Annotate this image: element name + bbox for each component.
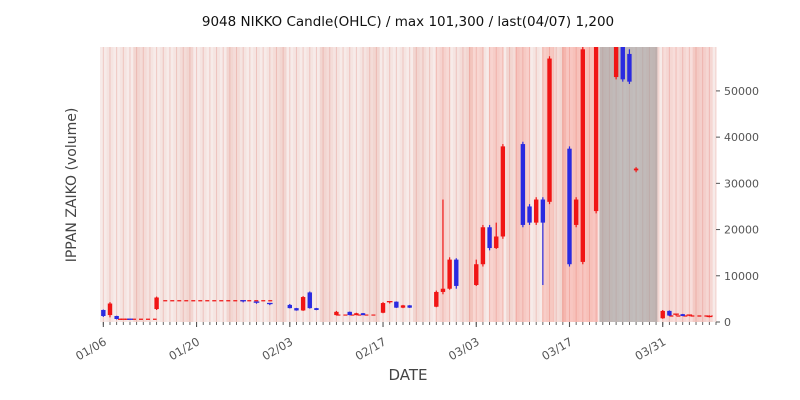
candle-body (527, 206, 532, 223)
candle-body (533, 199, 539, 223)
candle-body (633, 168, 639, 171)
candle-body (627, 53, 632, 82)
candle-body (494, 236, 499, 249)
x-tick-label: 02/03 (260, 334, 296, 363)
candle-body (480, 227, 486, 265)
x-tick-label: 03/03 (446, 334, 482, 363)
y-tick-label: 40000 (724, 131, 759, 144)
candles (101, 47, 713, 320)
candle-body (314, 308, 319, 310)
candle-body (154, 297, 159, 310)
candle-body (307, 292, 312, 309)
x-tick-label: 03/31 (633, 334, 669, 363)
candle-body (400, 305, 406, 308)
highlight-bands (435, 47, 713, 322)
candle-body (660, 310, 665, 319)
y-axis-ticks: 0 10000 20000 30000 40000 50000 (716, 85, 759, 329)
candle-body (593, 47, 599, 212)
candle-body (287, 304, 292, 309)
x-axis-ticks (102, 322, 717, 325)
candle-body (107, 303, 113, 316)
chart-title: 9048 NIKKO Candle(OHLC) / max 101,300 / … (201, 14, 615, 30)
candle-body (474, 264, 479, 286)
candle-body (300, 297, 306, 311)
y-tick-label: 20000 (724, 224, 759, 237)
candle-body (347, 311, 352, 316)
y-tick-label: 30000 (724, 177, 759, 190)
candle-body (294, 308, 299, 311)
candle-body (520, 144, 526, 225)
x-tick-label: 03/17 (539, 334, 575, 363)
candle-body (580, 49, 586, 262)
candle-body (447, 259, 452, 289)
candle-body (380, 303, 386, 313)
candle-body (540, 199, 546, 223)
x-tick-label: 02/17 (353, 334, 389, 363)
x-axis-tick-labels: 01/06 01/20 02/03 02/17 03/03 03/17 03/31 (73, 322, 668, 363)
flat-dashed-lines (117, 300, 713, 320)
y-tick-label: 10000 (724, 270, 759, 283)
candle-body (114, 315, 119, 319)
y-tick-label: 50000 (724, 85, 759, 98)
candle-body (547, 58, 552, 202)
x-axis-label: DATE (388, 366, 428, 384)
candle-body (454, 259, 459, 286)
x-tick-label: 01/20 (166, 334, 202, 363)
candle-body (440, 288, 446, 292)
x-tick-label: 01/06 (73, 334, 109, 363)
candle-body (613, 47, 619, 78)
candle-body (500, 146, 506, 237)
candle-body (573, 199, 579, 225)
candle-body (620, 47, 625, 80)
candle-body (354, 313, 359, 316)
candle-body (487, 227, 492, 249)
gray-bands (599, 47, 658, 322)
candle-body (567, 148, 572, 265)
candle-body (101, 309, 106, 316)
candle-body (394, 301, 399, 308)
candle-body (360, 313, 366, 316)
candle-body (680, 314, 685, 316)
candle-body (407, 305, 412, 308)
candle-body (334, 311, 339, 316)
candle-body (667, 310, 672, 316)
y-tick-label: 0 (724, 316, 731, 329)
candle-body (434, 291, 439, 307)
